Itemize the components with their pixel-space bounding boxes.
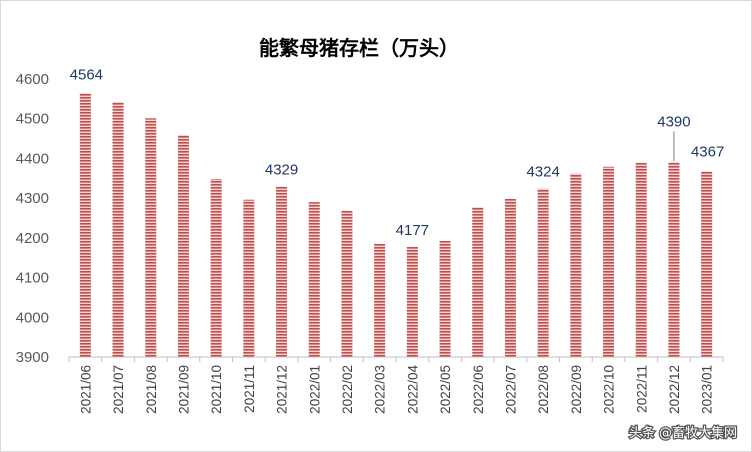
data-label: 4177 [396, 222, 429, 239]
data-label: 4390 [657, 113, 690, 130]
y-tick-label: 4000 [16, 309, 49, 326]
watermark: 头条 @畜牧大集网 [628, 424, 739, 443]
x-tick-label: 2021/08 [144, 365, 159, 414]
bar [308, 202, 320, 357]
x-tick-label: 2021/10 [209, 365, 224, 414]
data-label: 4367 [691, 144, 724, 161]
chart-title: 能繁母猪存栏（万头） [259, 36, 459, 60]
bar [374, 243, 386, 357]
bar [112, 102, 124, 357]
x-tick-label: 2021/12 [275, 365, 290, 414]
x-tick-label: 2021/07 [111, 365, 126, 414]
y-tick-label: 4200 [16, 230, 49, 247]
x-tick-label: 2023/01 [700, 365, 715, 414]
data-label: 4329 [265, 162, 298, 179]
x-tick-label: 2022/12 [667, 365, 682, 414]
y-tick-label: 4100 [16, 270, 49, 287]
bar [177, 134, 189, 357]
bar [570, 173, 582, 357]
y-tick-label: 4300 [16, 190, 49, 207]
x-tick-label: 2022/09 [569, 365, 584, 414]
x-axis: 2021/06 2021/07 2021/08 2021/09 2021/10 2021/… [68, 356, 724, 414]
x-tick-label: 2021/09 [176, 365, 191, 414]
data-label: 4324 [526, 164, 559, 181]
x-tick-label: 2022/08 [536, 365, 551, 414]
bar [635, 162, 647, 357]
data-label: 4564 [70, 66, 103, 83]
x-tick-label: 2022/11 [634, 365, 649, 413]
bar [439, 241, 451, 357]
y-tick-label: 4600 [16, 71, 49, 88]
bar [472, 207, 484, 357]
bar [537, 188, 549, 357]
x-tick-label: 2022/06 [471, 365, 486, 414]
x-tick-label: 2022/10 [602, 365, 617, 414]
bar [210, 179, 222, 357]
x-tick-label: 2021/06 [78, 365, 93, 414]
bars [79, 93, 713, 358]
x-tick-label: 2022/05 [438, 365, 453, 414]
bar [243, 199, 255, 357]
x-tick-label: 2021/11 [242, 365, 257, 413]
bar [79, 93, 91, 357]
x-tick-label: 2022/07 [503, 365, 518, 414]
bar [341, 210, 353, 357]
y-tick-label: 4400 [16, 150, 49, 167]
bar [701, 171, 713, 357]
bar [603, 166, 615, 357]
x-tick-label: 2022/04 [405, 365, 420, 414]
bar [145, 118, 157, 358]
x-tick-label: 2022/02 [340, 365, 355, 414]
y-tick-label: 3900 [16, 349, 49, 366]
y-axis: 3900 4000 4100 4200 4300 4400 4500 4600 [16, 71, 49, 366]
bar [668, 162, 680, 357]
y-tick-label: 4500 [16, 111, 49, 128]
x-tick-label: 2022/03 [373, 365, 388, 414]
x-tick-label: 2022/01 [307, 365, 322, 414]
bar [504, 198, 516, 357]
bar [276, 186, 288, 357]
watermark-text: 头条 @畜牧大集网 [629, 425, 737, 441]
bar [406, 246, 418, 357]
